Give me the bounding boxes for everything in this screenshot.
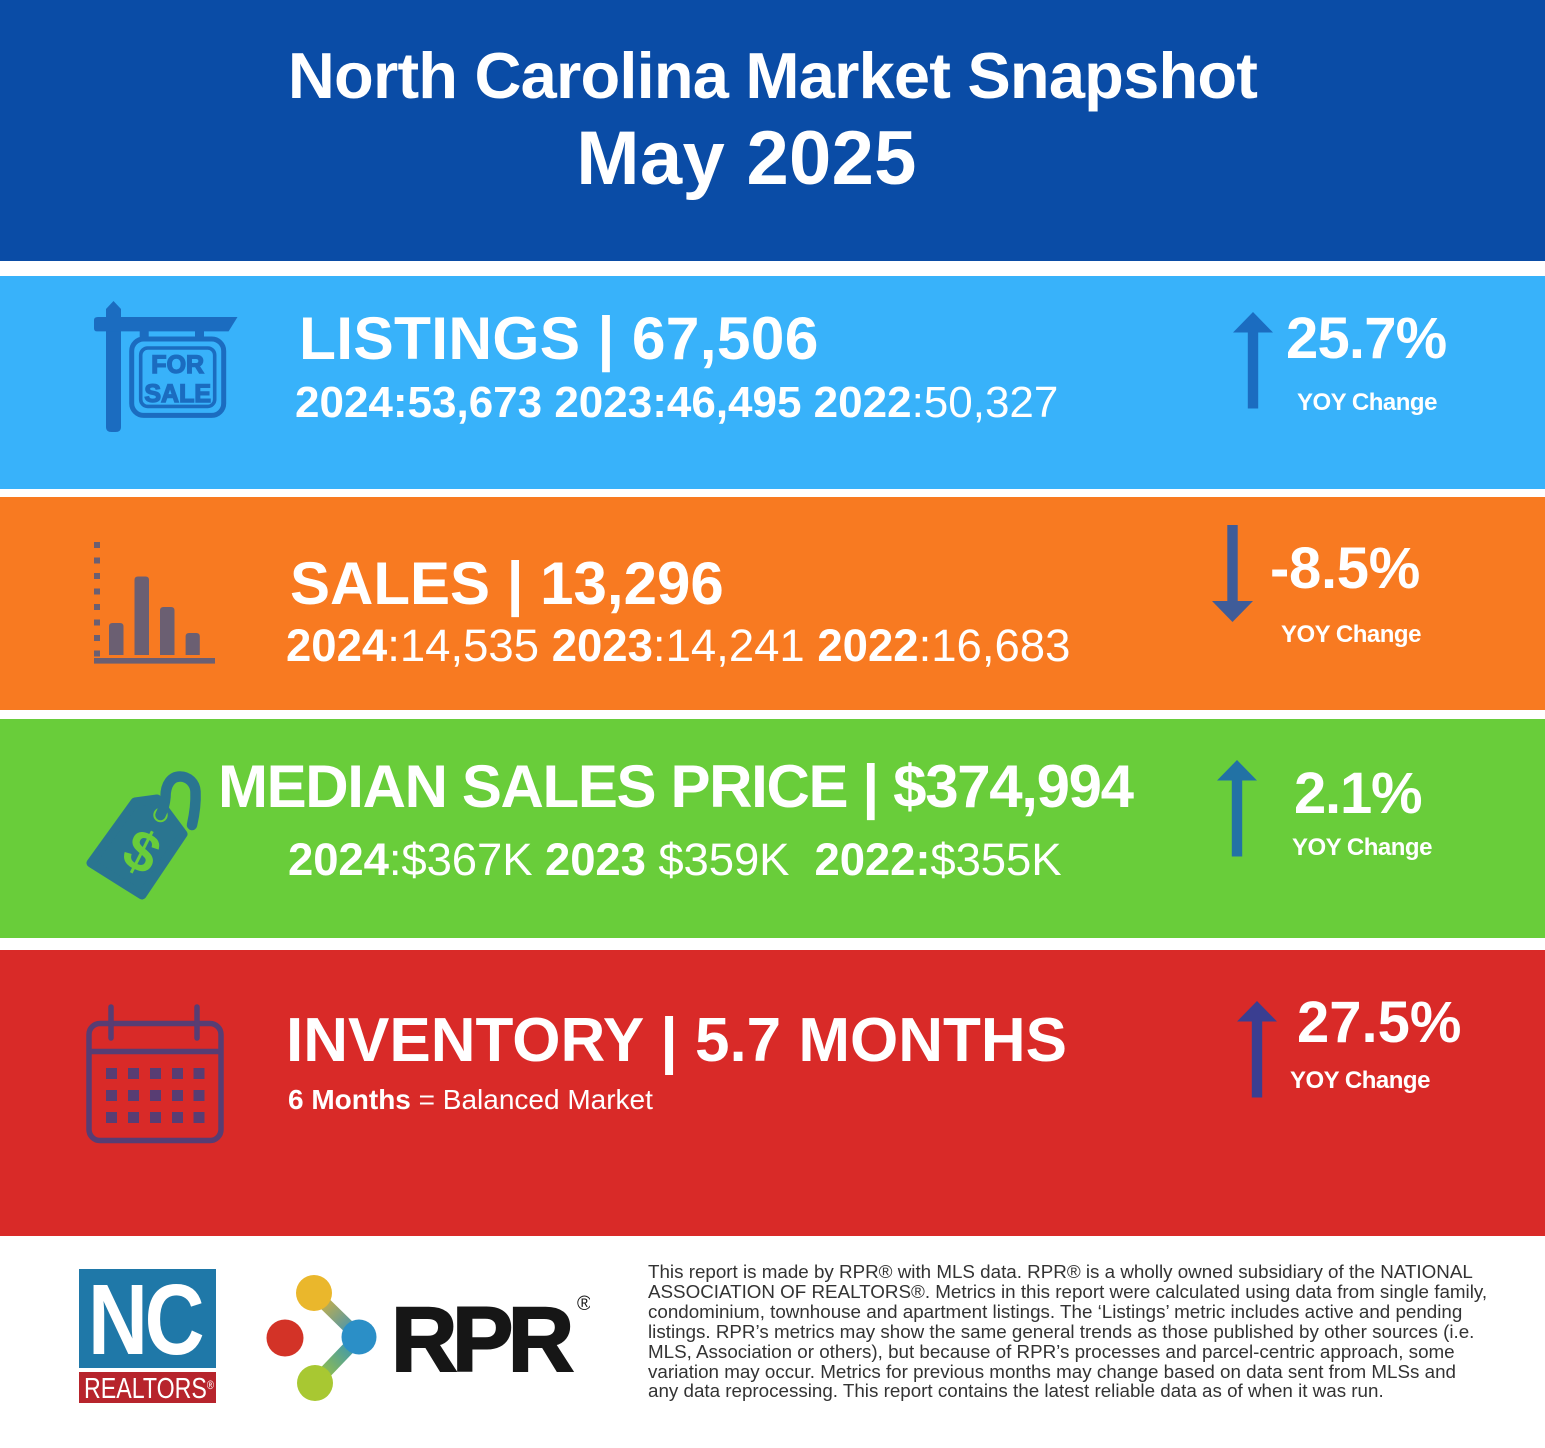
svg-text:RPR: RPR [391,1289,573,1391]
svg-text:SALE: SALE [144,380,211,408]
svg-text:®: ® [577,1293,590,1315]
svg-text:FOR: FOR [151,351,204,379]
